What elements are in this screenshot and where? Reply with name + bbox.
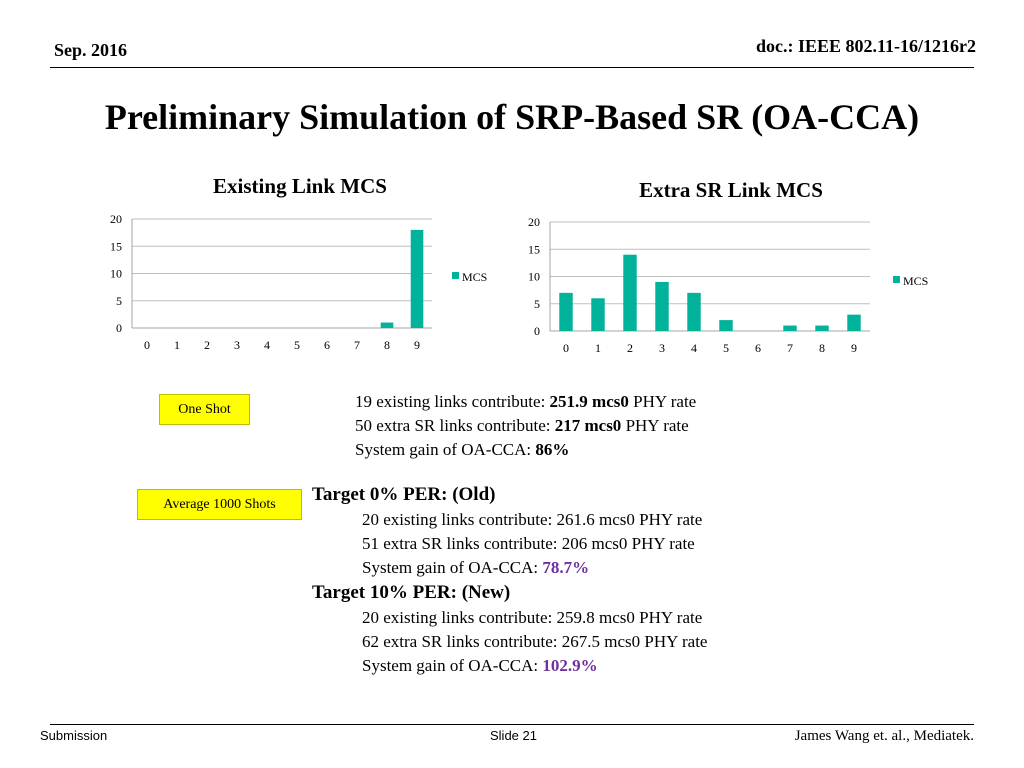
y-tick-label: 5 bbox=[534, 297, 540, 311]
x-tick-label: 9 bbox=[851, 341, 857, 355]
y-tick-label: 0 bbox=[116, 321, 122, 335]
bar bbox=[655, 281, 669, 331]
header-date: Sep. 2016 bbox=[54, 40, 128, 60]
y-tick-label: 20 bbox=[110, 212, 122, 226]
per-targets: Target 0% PER: (Old) 20 existing links c… bbox=[312, 482, 707, 678]
x-tick-label: 1 bbox=[595, 341, 601, 355]
footer-author: James Wang et. al., Mediatek. bbox=[794, 728, 974, 744]
x-tick-label: 0 bbox=[144, 338, 150, 352]
header-divider bbox=[50, 67, 974, 68]
target-old: Target 0% PER: (Old) 20 existing links c… bbox=[312, 482, 707, 580]
legend-swatch bbox=[452, 272, 459, 279]
target-extra-line: 62 extra SR links contribute: 267.5 mcs0… bbox=[362, 632, 708, 651]
bar bbox=[559, 292, 573, 331]
one-shot-summary: 19 existing links contribute: 251.9 mcs0… bbox=[355, 390, 696, 462]
y-tick-label: 20 bbox=[528, 215, 540, 229]
legend-swatch bbox=[893, 276, 900, 283]
legend-label: MCS bbox=[462, 270, 487, 284]
bar bbox=[591, 298, 605, 331]
footer-submission: Submission bbox=[40, 728, 108, 743]
bar bbox=[815, 325, 829, 331]
y-tick-label: 15 bbox=[110, 239, 122, 253]
y-tick-label: 15 bbox=[528, 242, 540, 256]
footer-divider bbox=[50, 724, 974, 725]
x-tick-label: 4 bbox=[264, 338, 270, 352]
target-gain-line: System gain of OA-CCA: 102.9% bbox=[362, 656, 598, 675]
x-tick-label: 6 bbox=[324, 338, 330, 352]
slide-title: Preliminary Simulation of SRP-Based SR (… bbox=[104, 97, 920, 137]
x-tick-label: 7 bbox=[354, 338, 360, 352]
target-existing-line: 20 existing links contribute: 261.6 mcs0… bbox=[362, 510, 703, 529]
chart-title: Existing Link MCS bbox=[213, 174, 387, 198]
y-tick-label: 0 bbox=[534, 324, 540, 338]
bar bbox=[847, 314, 861, 331]
chart-extra-sr-link-mcs: Extra SR Link MCS 0 5 10 15 20 0 1 2 3 4 5 6 7 8 9 MCS bbox=[528, 178, 928, 355]
x-tick-label: 5 bbox=[294, 338, 300, 352]
y-tick-label: 10 bbox=[110, 267, 122, 281]
x-tick-label: 5 bbox=[723, 341, 729, 355]
x-tick-label: 8 bbox=[819, 341, 825, 355]
bar bbox=[410, 229, 424, 328]
x-tick-label: 4 bbox=[691, 341, 697, 355]
gain-value: 78.7% bbox=[542, 558, 590, 577]
target-gain-line: System gain of OA-CCA: 78.7% bbox=[362, 558, 590, 577]
x-tick-label: 8 bbox=[384, 338, 390, 352]
one-shot-existing-line: 19 existing links contribute: 251.9 mcs0… bbox=[355, 392, 697, 411]
one-shot-tag: One Shot bbox=[159, 394, 250, 425]
average-shots-tag: Average 1000 Shots bbox=[137, 489, 302, 520]
x-tick-label: 3 bbox=[659, 341, 665, 355]
x-tick-label: 6 bbox=[755, 341, 761, 355]
legend-label: MCS bbox=[903, 274, 928, 288]
x-tick-label: 9 bbox=[414, 338, 420, 352]
bar bbox=[623, 254, 637, 331]
one-shot-extra-line: 50 extra SR links contribute: 217 mcs0 P… bbox=[355, 416, 689, 435]
target-heading: Target 0% PER: (Old) bbox=[312, 484, 496, 505]
bar bbox=[783, 325, 797, 331]
target-extra-line: 51 extra SR links contribute: 206 mcs0 P… bbox=[362, 534, 695, 553]
bar bbox=[719, 320, 733, 331]
target-existing-line: 20 existing links contribute: 259.8 mcs0… bbox=[362, 608, 703, 627]
x-tick-label: 2 bbox=[204, 338, 210, 352]
x-tick-label: 3 bbox=[234, 338, 240, 352]
one-shot-gain-line: System gain of OA-CCA: 86% bbox=[355, 440, 570, 459]
chart-existing-link-mcs: Existing Link MCS 0 5 10 15 20 0 1 2 3 4 5 6 7 8 9 MCS bbox=[110, 174, 487, 352]
x-tick-label: 1 bbox=[174, 338, 180, 352]
gain-value: 102.9% bbox=[542, 656, 598, 675]
y-tick-label: 10 bbox=[528, 270, 540, 284]
x-tick-label: 2 bbox=[627, 341, 633, 355]
target-new: Target 10% PER: (New) 20 existing links … bbox=[312, 580, 707, 678]
y-tick-label: 5 bbox=[116, 294, 122, 308]
x-tick-label: 7 bbox=[787, 341, 793, 355]
bar bbox=[687, 292, 701, 331]
header-doc-id: doc.: IEEE 802.11-16/1216r2 bbox=[755, 36, 976, 56]
bar bbox=[380, 322, 394, 328]
footer-slide-number: Slide 21 bbox=[490, 728, 537, 743]
chart-title: Extra SR Link MCS bbox=[639, 178, 823, 202]
target-heading: Target 10% PER: (New) bbox=[312, 582, 511, 603]
x-tick-label: 0 bbox=[563, 341, 569, 355]
